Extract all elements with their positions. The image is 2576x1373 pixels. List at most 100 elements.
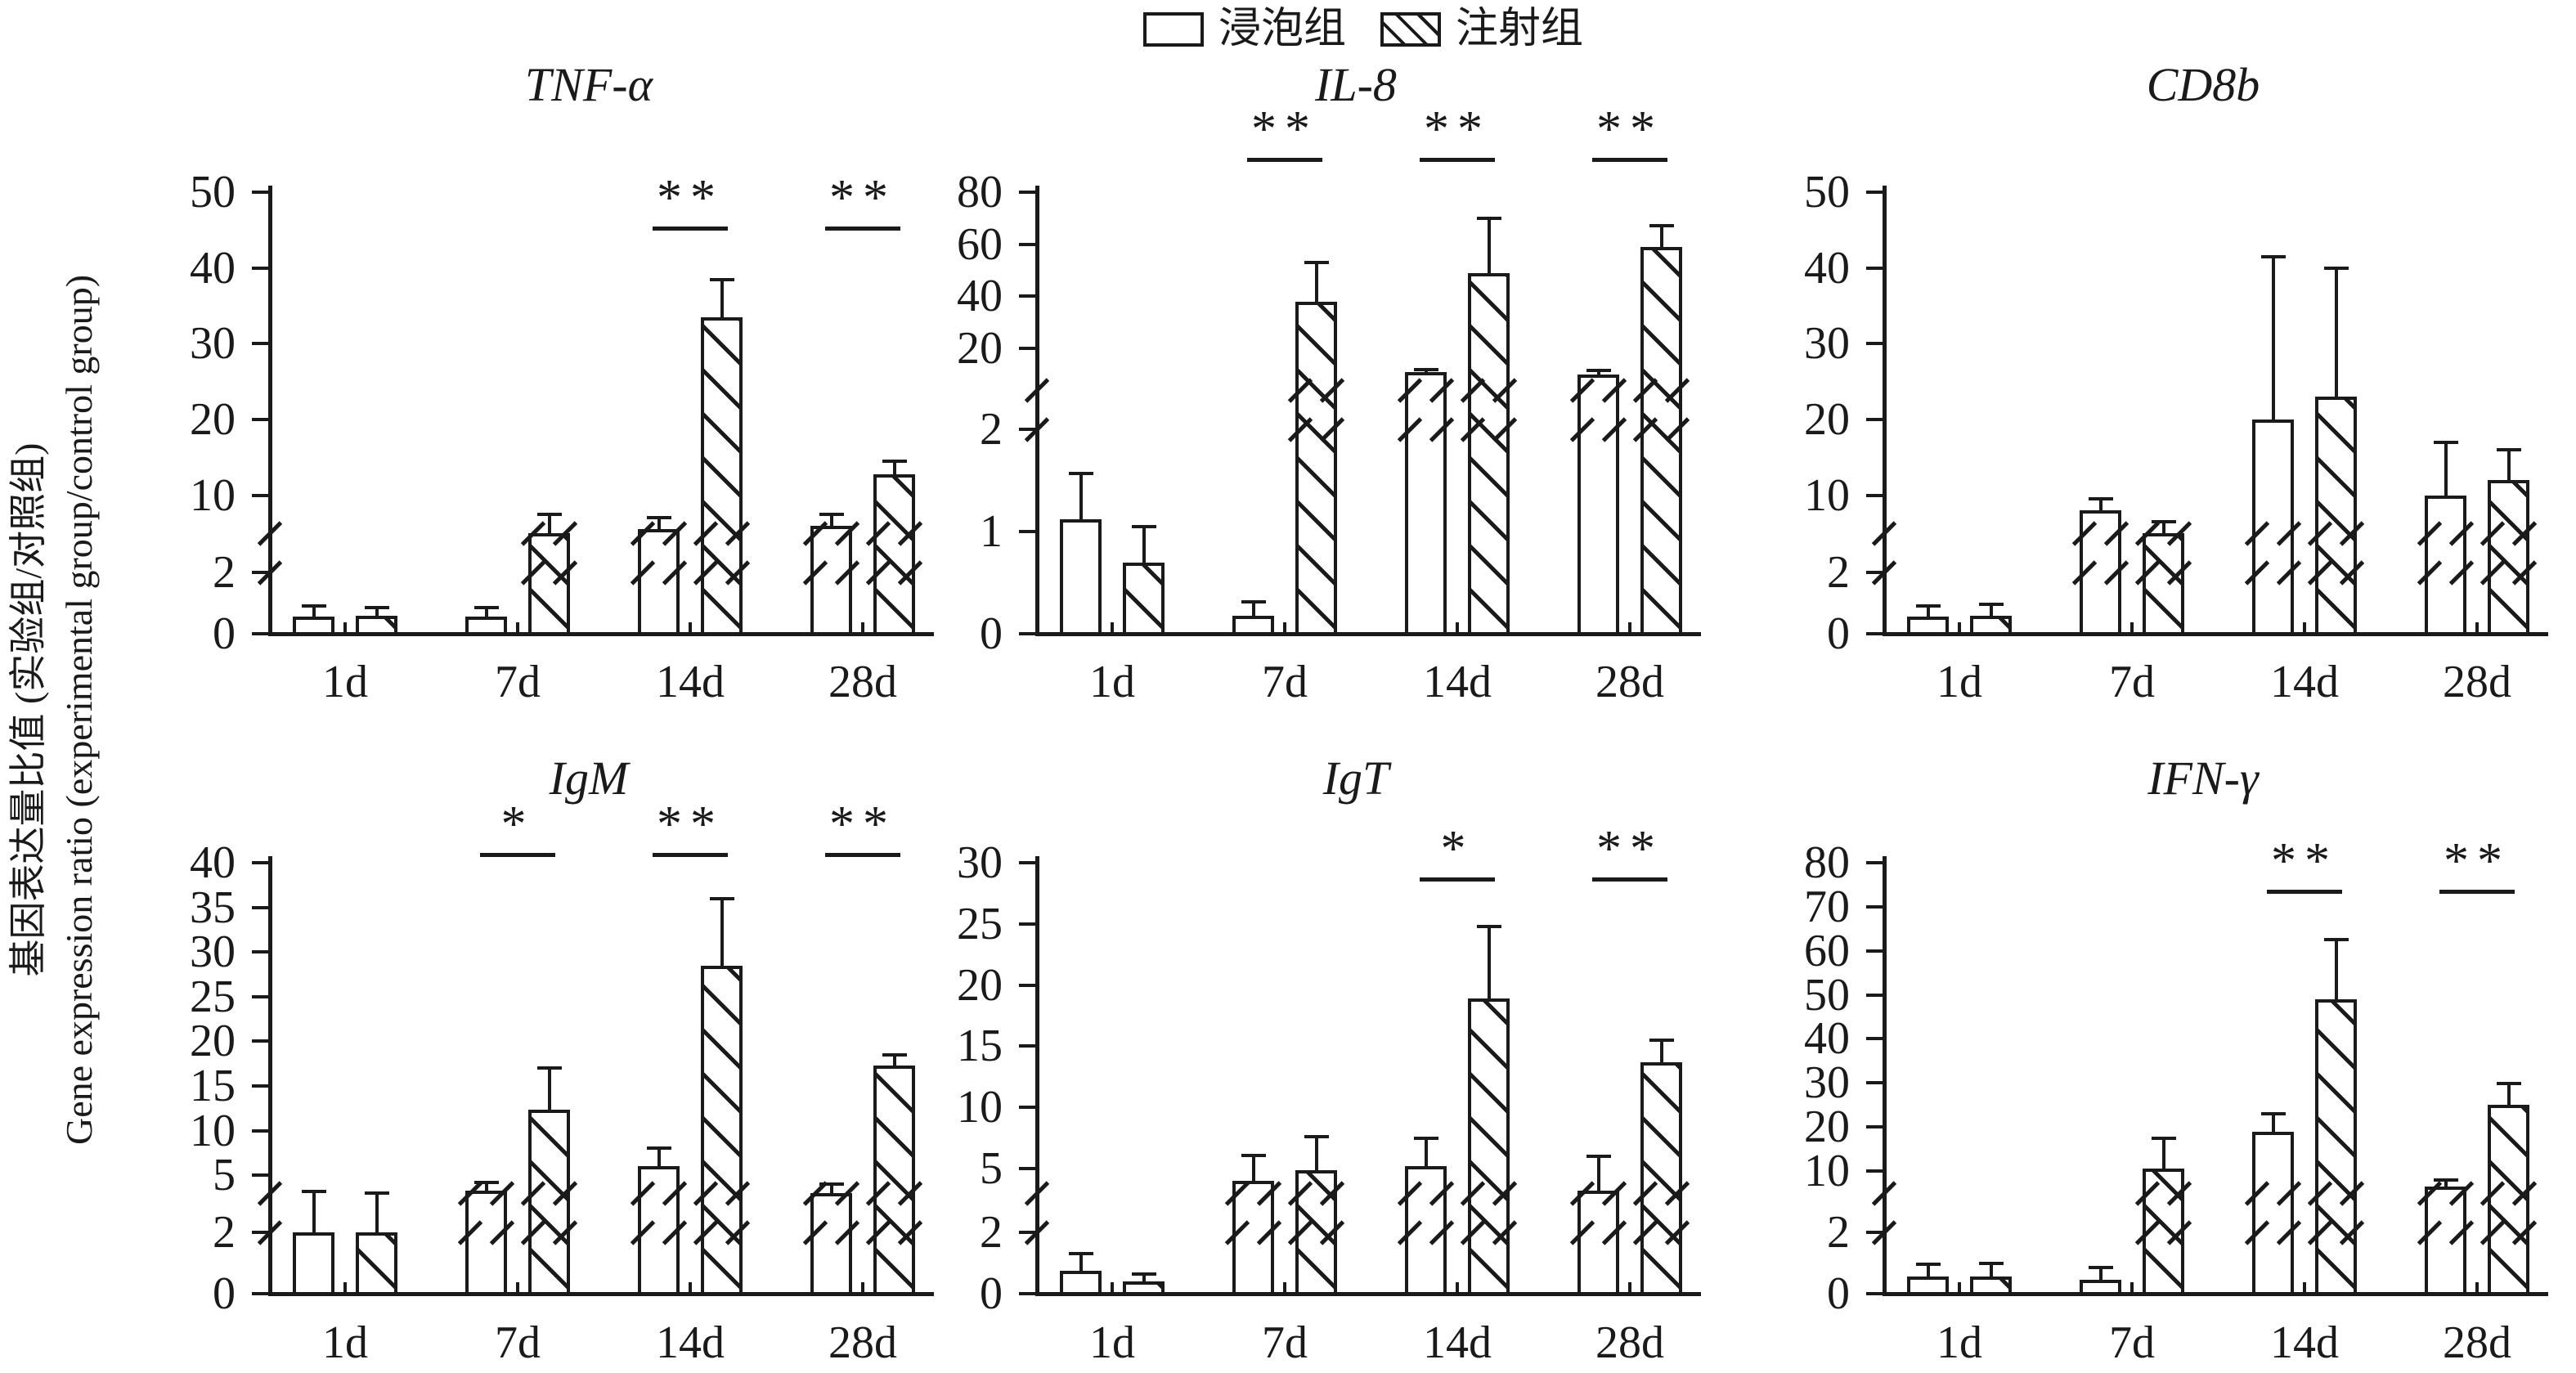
error-bar-cap (473, 1180, 499, 1184)
error-bar-stem (892, 460, 896, 476)
x-label: 14d (2270, 1317, 2339, 1368)
y-tick (252, 191, 268, 194)
error-bar-stem (547, 514, 551, 535)
x-tick (516, 1282, 519, 1294)
y-tick (252, 1039, 268, 1043)
y-tick (1019, 242, 1035, 246)
error-bar-stem (1659, 1039, 1663, 1064)
y-tick-label: 70 (1804, 881, 1850, 932)
legend-label-immersion: 浸泡组 (1218, 6, 1347, 52)
x-tick (2303, 622, 2306, 634)
y-tick (1866, 861, 1883, 864)
y-tick (1866, 1169, 1883, 1173)
x-tick (343, 1282, 347, 1294)
error-bar-stem (1659, 226, 1663, 249)
x-label: 1d (1936, 1317, 1982, 1368)
error-bar-cap (1413, 1136, 1438, 1140)
error-bar-cap (301, 604, 326, 608)
y-tick (1019, 530, 1035, 533)
error-bar-stem (2271, 256, 2275, 421)
y-tick-label: 50 (1804, 167, 1850, 218)
y-tick (1866, 266, 1883, 270)
x-tick (1958, 622, 1961, 634)
bar-injection (701, 965, 743, 1295)
y-tick-label: 10 (957, 1082, 1003, 1133)
error-bar-stem (312, 606, 316, 619)
x-label: 14d (656, 657, 725, 707)
y-axis (1035, 186, 1039, 635)
error-bar-cap (1304, 260, 1329, 264)
y-tick-label: 0 (980, 608, 1003, 659)
significance-stars: ** (1596, 101, 1663, 157)
y-tick (1866, 191, 1883, 194)
error-bar-cap (709, 896, 734, 900)
x-label: 14d (2270, 657, 2339, 707)
legend-swatch-hatched-icon (1380, 12, 1442, 47)
bar-injection (1123, 562, 1165, 635)
error-bar-cap (1241, 600, 1266, 604)
error-bar-cap (1915, 604, 1941, 608)
significance-line (1592, 158, 1667, 162)
y-tick (1019, 347, 1035, 351)
y-tick (1866, 342, 1883, 346)
error-bar-stem (657, 518, 661, 532)
y-tick (1019, 1044, 1035, 1048)
chart-title: TNF-α (524, 58, 653, 111)
error-bar-cap (1649, 1038, 1674, 1042)
error-bar-cap (536, 1066, 562, 1070)
y-tick (252, 266, 268, 270)
y-axis (1035, 856, 1039, 1295)
y-tick (252, 571, 268, 574)
y-tick-label: 35 (190, 882, 236, 933)
bar-injection (873, 473, 915, 635)
error-bar-stem (1079, 473, 1083, 521)
y-tick-label: 0 (980, 1268, 1003, 1319)
error-bar-stem (1142, 1273, 1146, 1283)
y-tick-label: 2 (980, 404, 1003, 455)
error-bar-cap (473, 606, 499, 610)
x-tick (1283, 1282, 1286, 1294)
error-bar-stem (1314, 262, 1318, 303)
x-tick (861, 622, 864, 634)
x-label: 28d (1595, 657, 1664, 707)
bar-injection (528, 533, 570, 635)
y-axis (1883, 856, 1887, 1295)
bar-injection (1640, 246, 1682, 635)
bar-injection (528, 1110, 570, 1295)
x-label: 7d (495, 657, 541, 707)
significance-stars: ** (1424, 101, 1491, 157)
y-tick-label: 2 (1827, 547, 1850, 598)
error-bar-cap (2088, 1266, 2113, 1270)
y-tick (252, 861, 268, 864)
y-tick-label: 30 (1804, 318, 1850, 370)
x-tick (2130, 622, 2134, 634)
error-bar-cap (536, 512, 562, 516)
chart-title: IgT (1322, 752, 1389, 805)
bar-immersion (1405, 371, 1447, 635)
x-tick (1283, 622, 1286, 634)
y-tick-label: 30 (1804, 1057, 1850, 1109)
error-bar-stem (1424, 369, 1428, 374)
x-tick (2475, 1282, 2479, 1294)
error-bar-cap (1068, 1252, 1093, 1256)
error-bar-stem (375, 608, 379, 617)
x-label: 14d (1423, 657, 1492, 707)
error-bar-cap (2151, 1136, 2176, 1140)
error-bar-stem (1989, 604, 1993, 617)
legend-item-immersion: 浸泡组 (1143, 7, 1346, 52)
significance-stars: ** (1596, 821, 1663, 877)
y-tick (1019, 983, 1035, 987)
y-tick-label: 2 (213, 1207, 236, 1258)
y-tick (1866, 418, 1883, 421)
y-tick-label: 15 (957, 1021, 1003, 1072)
error-bar-stem (375, 1193, 379, 1234)
y-tick (1866, 1081, 1883, 1085)
y-tick-label: 40 (1804, 1013, 1850, 1065)
error-bar-cap (2496, 1082, 2521, 1086)
y-tick-label: 50 (190, 167, 236, 218)
error-bar-cap (1068, 471, 1093, 475)
y-tick-label: 20 (957, 959, 1003, 1011)
bar-immersion (293, 1232, 334, 1295)
error-bar-cap (364, 606, 389, 610)
